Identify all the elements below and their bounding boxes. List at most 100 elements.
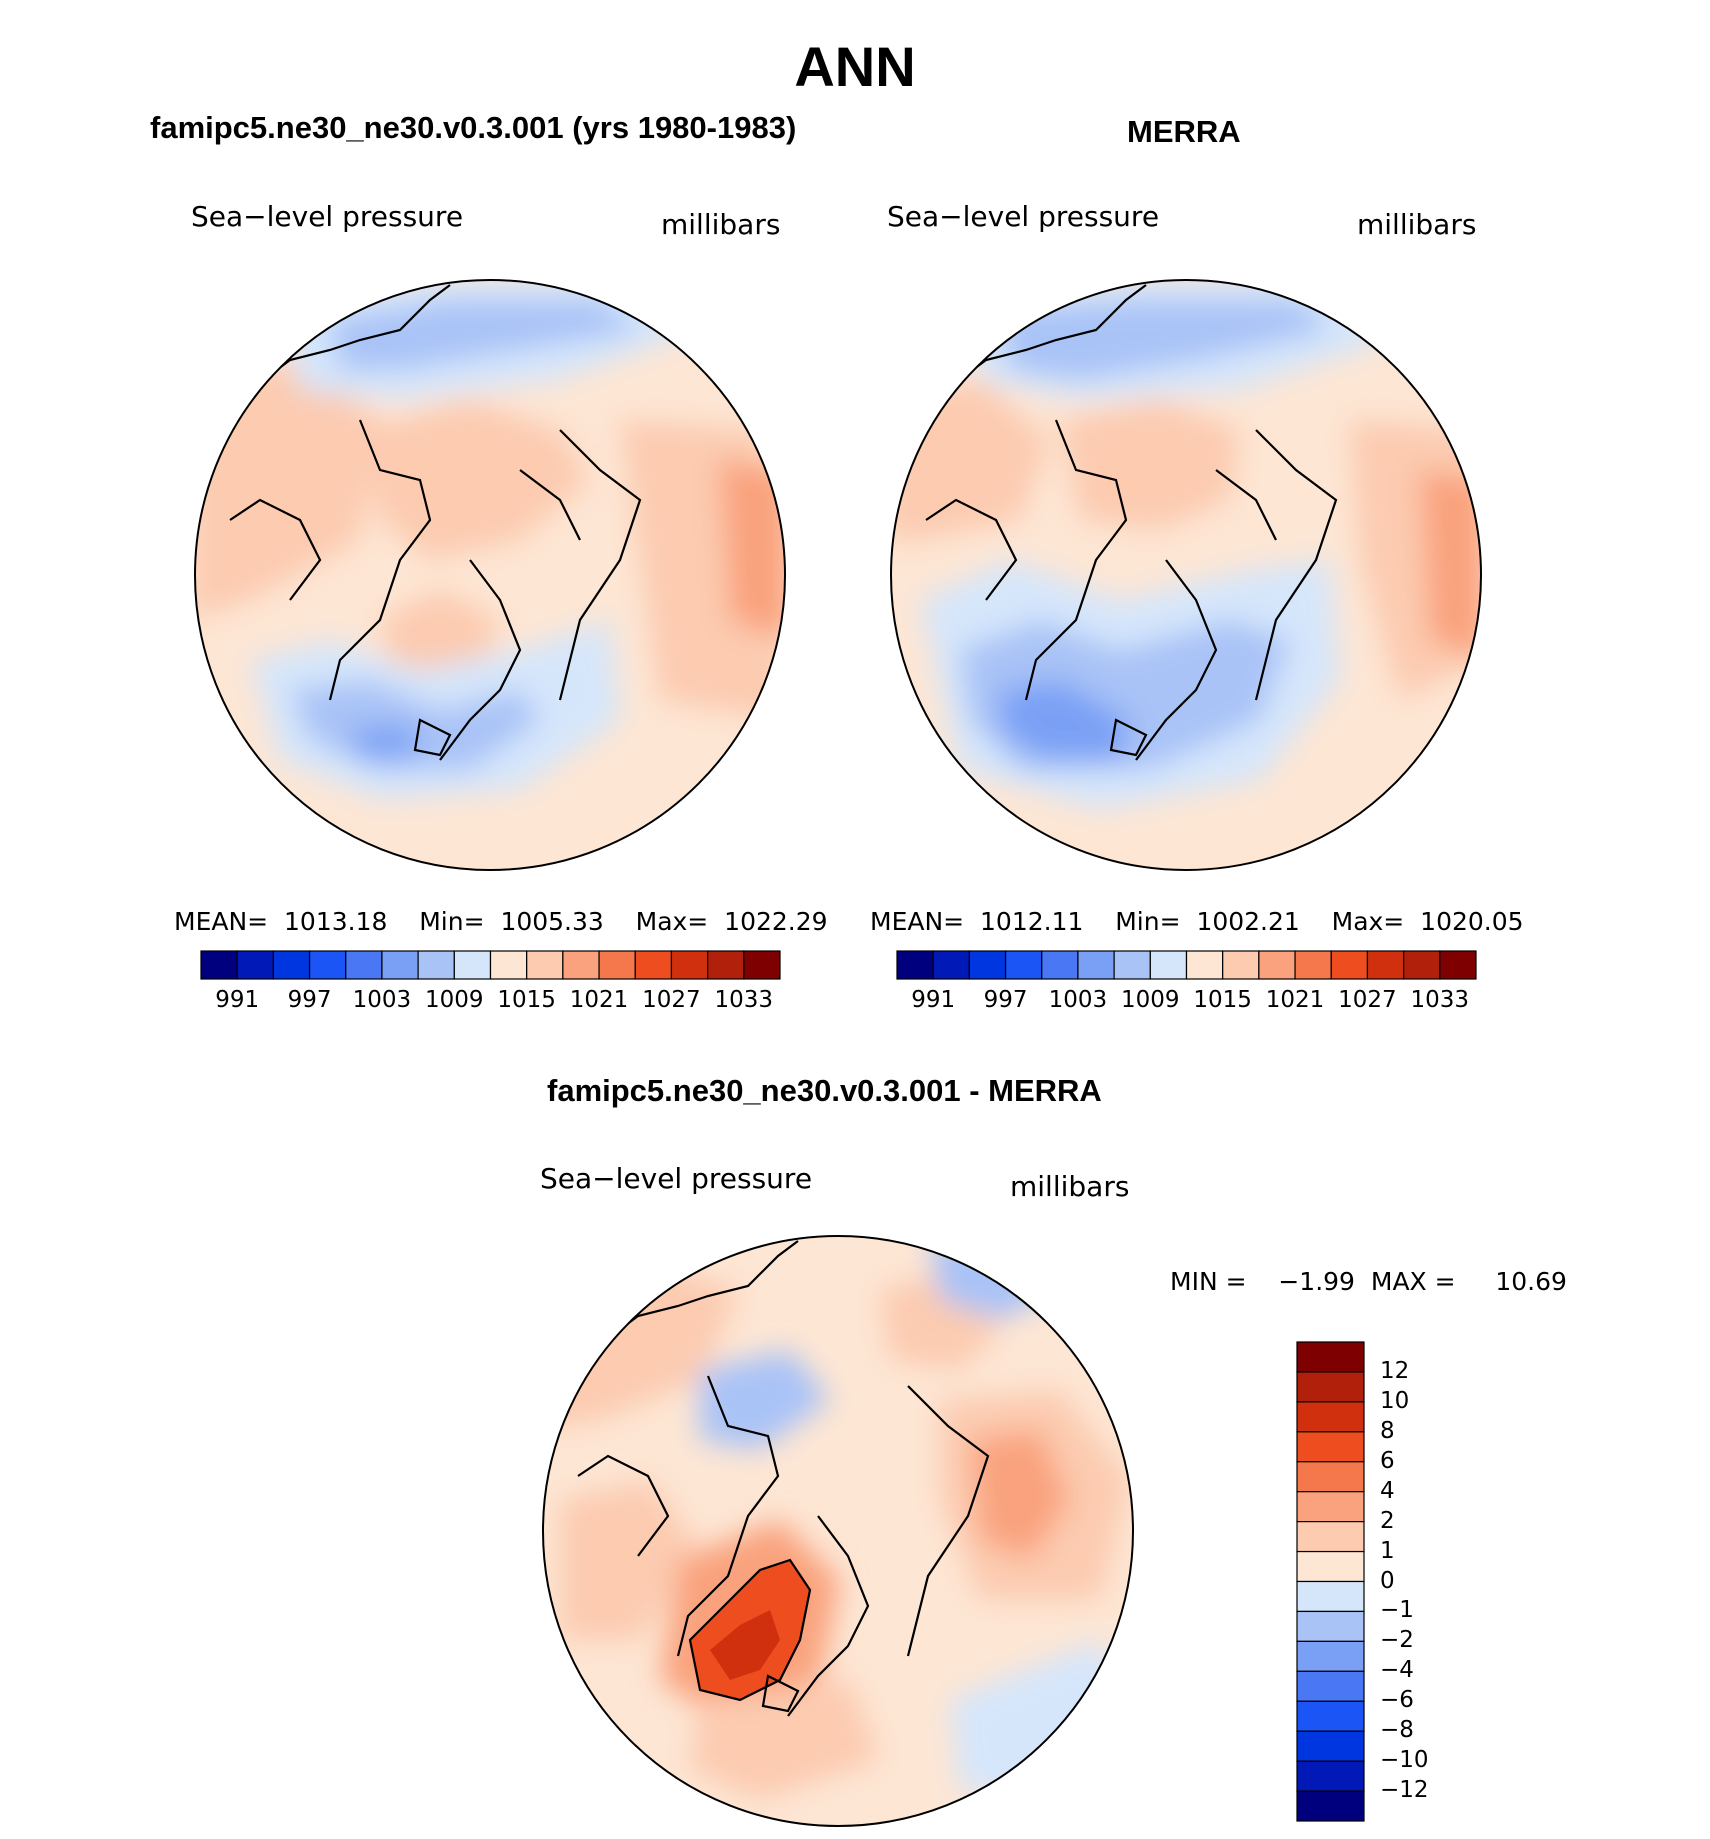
diff-variable-label: Sea−level pressure	[540, 1162, 813, 1195]
diff-colorbar-tick-label: −1	[1380, 1597, 1414, 1624]
obs-colorbar-box	[1077, 950, 1115, 980]
obs-colorbar-tick-label: 1033	[1410, 987, 1470, 1013]
model-high-east-core	[720, 460, 785, 640]
obs-colorbar-box	[896, 950, 934, 980]
obs-colorbar-box	[1330, 950, 1369, 980]
obs-mean-label: MEAN=	[870, 907, 965, 936]
obs-low-atlantic-min	[1000, 680, 1130, 760]
model-colorbar-box	[308, 950, 347, 980]
obs-colorbar-tick-label: 991	[911, 987, 956, 1013]
model-variable-label: Sea−level pressure	[191, 200, 464, 233]
obs-map-boundary	[890, 279, 1482, 871]
diff-colorbar-tick-label: 2	[1380, 1507, 1395, 1534]
model-colorbar-tick-label: 1009	[425, 987, 484, 1013]
diff-colorbar-tick-label: −12	[1380, 1777, 1429, 1804]
diff-colorbar-box	[1296, 1790, 1365, 1822]
model-colorbar-box	[417, 950, 455, 980]
obs-colorbar-box	[1185, 950, 1224, 980]
obs-units-label: millibars	[1357, 208, 1477, 241]
model-colorbar-tick-label: 1033	[714, 987, 774, 1013]
diff-max-label: MAX =	[1370, 1267, 1456, 1296]
diff-colorbar-tick-label: 10	[1380, 1387, 1410, 1414]
model-high-arctic	[360, 400, 590, 560]
model-high-west	[195, 360, 380, 620]
diff-colorbar-tick-label: 12	[1380, 1357, 1410, 1384]
model-colorbar-tick-label: 991	[215, 987, 260, 1013]
obs-max-value: 1020.05	[1420, 907, 1524, 936]
model-low-atlantic-min	[350, 725, 420, 760]
obs-colorbar	[896, 950, 1477, 980]
obs-colorbar-tick-label: 1021	[1265, 987, 1325, 1013]
model-colorbar-tick-label: 997	[287, 987, 332, 1013]
model-colorbar-box	[200, 950, 238, 980]
diff-colorbar-box	[1296, 1640, 1365, 1672]
diff-max-core	[710, 1610, 780, 1680]
diff-max-value: 10.69	[1495, 1267, 1567, 1296]
diff-colorbar-tick-label: −10	[1380, 1747, 1429, 1774]
obs-colorbar-tick-label: 1009	[1121, 987, 1180, 1013]
model-colorbar	[200, 950, 781, 980]
diff-colorbar-box	[1296, 1610, 1365, 1642]
diff-colorbar-box	[1296, 1521, 1365, 1553]
obs-max-label: Max=	[1331, 907, 1405, 936]
model-colorbar-box	[670, 950, 709, 980]
diff-colorbar-tick-label: 6	[1380, 1447, 1395, 1474]
diff-colorbar-box	[1296, 1341, 1365, 1373]
model-colorbar-box	[453, 950, 492, 980]
obs-variable-label: Sea−level pressure	[887, 200, 1160, 233]
model-colorbar-tick-label: 1021	[569, 987, 629, 1013]
diff-colorbar-tick-label: 1	[1380, 1537, 1395, 1564]
obs-stats: MEAN= 1012.11 Min= 1002.21 Max= 1020.05	[870, 907, 1524, 936]
diff-colorbar-tick-label: 4	[1380, 1477, 1395, 1504]
diff-min-value: −1.99	[1278, 1267, 1355, 1296]
model-colorbar-box	[381, 950, 419, 980]
diff-colorbar-tick-label: −6	[1380, 1687, 1414, 1714]
diff-stats: MIN = −1.99 MAX = 10.69	[1170, 1267, 1567, 1296]
model-colorbar-box	[272, 950, 311, 980]
diff-colorbar-box	[1296, 1670, 1365, 1702]
model-map	[195, 280, 785, 870]
diff-pos-south	[690, 1680, 880, 1800]
diff-pos-east-core	[970, 1430, 1070, 1560]
model-mean-label: MEAN=	[174, 907, 269, 936]
model-low-atlantic-core	[290, 680, 540, 770]
model-low-pacific-core	[330, 300, 640, 370]
diff-colorbar-box	[1296, 1700, 1365, 1732]
diff-colorbar-tick-label: −8	[1380, 1717, 1414, 1744]
obs-colorbar-tick-label: 997	[983, 987, 1028, 1013]
diff-colorbar-box	[1296, 1580, 1365, 1613]
obs-map	[891, 280, 1481, 870]
model-colorbar-box	[345, 950, 383, 980]
diff-colorbar-box	[1296, 1760, 1365, 1792]
diff-colorbar-tick-label: −2	[1380, 1627, 1414, 1654]
obs-colorbar-box	[1222, 950, 1260, 980]
diff-map	[543, 1236, 1133, 1826]
obs-colorbar-box	[1258, 950, 1296, 980]
diff-colorbar-box	[1296, 1491, 1365, 1523]
obs-colorbar-tick-label: 1003	[1048, 987, 1108, 1013]
model-map-boundary	[194, 279, 786, 871]
diff-colorbar-box	[1296, 1730, 1365, 1762]
obs-colorbar-box	[1294, 950, 1332, 980]
obs-colorbar-box	[968, 950, 1007, 980]
obs-colorbar-box	[932, 950, 970, 980]
model-colorbar-box	[634, 950, 673, 980]
obs-colorbar-box	[1041, 950, 1079, 980]
model-stats: MEAN= 1013.18 Min= 1005.33 Max= 1022.29	[174, 907, 828, 936]
obs-panel-title: MERRA	[1127, 114, 1241, 149]
model-min-value: 1005.33	[500, 907, 604, 936]
model-min-label: Min=	[419, 907, 485, 936]
obs-colorbar-box	[1004, 950, 1043, 980]
model-colorbar-tick-label: 1003	[352, 987, 412, 1013]
model-max-label: Max=	[635, 907, 709, 936]
diff-panel-title: famipc5.ne30_ne30.v0.3.001 - MERRA	[547, 1073, 1102, 1108]
diff-colorbar-box	[1296, 1550, 1365, 1583]
model-mean-value: 1013.18	[284, 907, 388, 936]
model-colorbar-box	[707, 950, 745, 980]
obs-min-value: 1002.21	[1196, 907, 1300, 936]
diff-units-label: millibars	[1010, 1170, 1130, 1203]
obs-mean-value: 1012.11	[980, 907, 1084, 936]
model-colorbar-tick-label: 1027	[642, 987, 701, 1013]
obs-colorbar-box	[1149, 950, 1188, 980]
diff-coastlines	[577, 1240, 990, 1717]
